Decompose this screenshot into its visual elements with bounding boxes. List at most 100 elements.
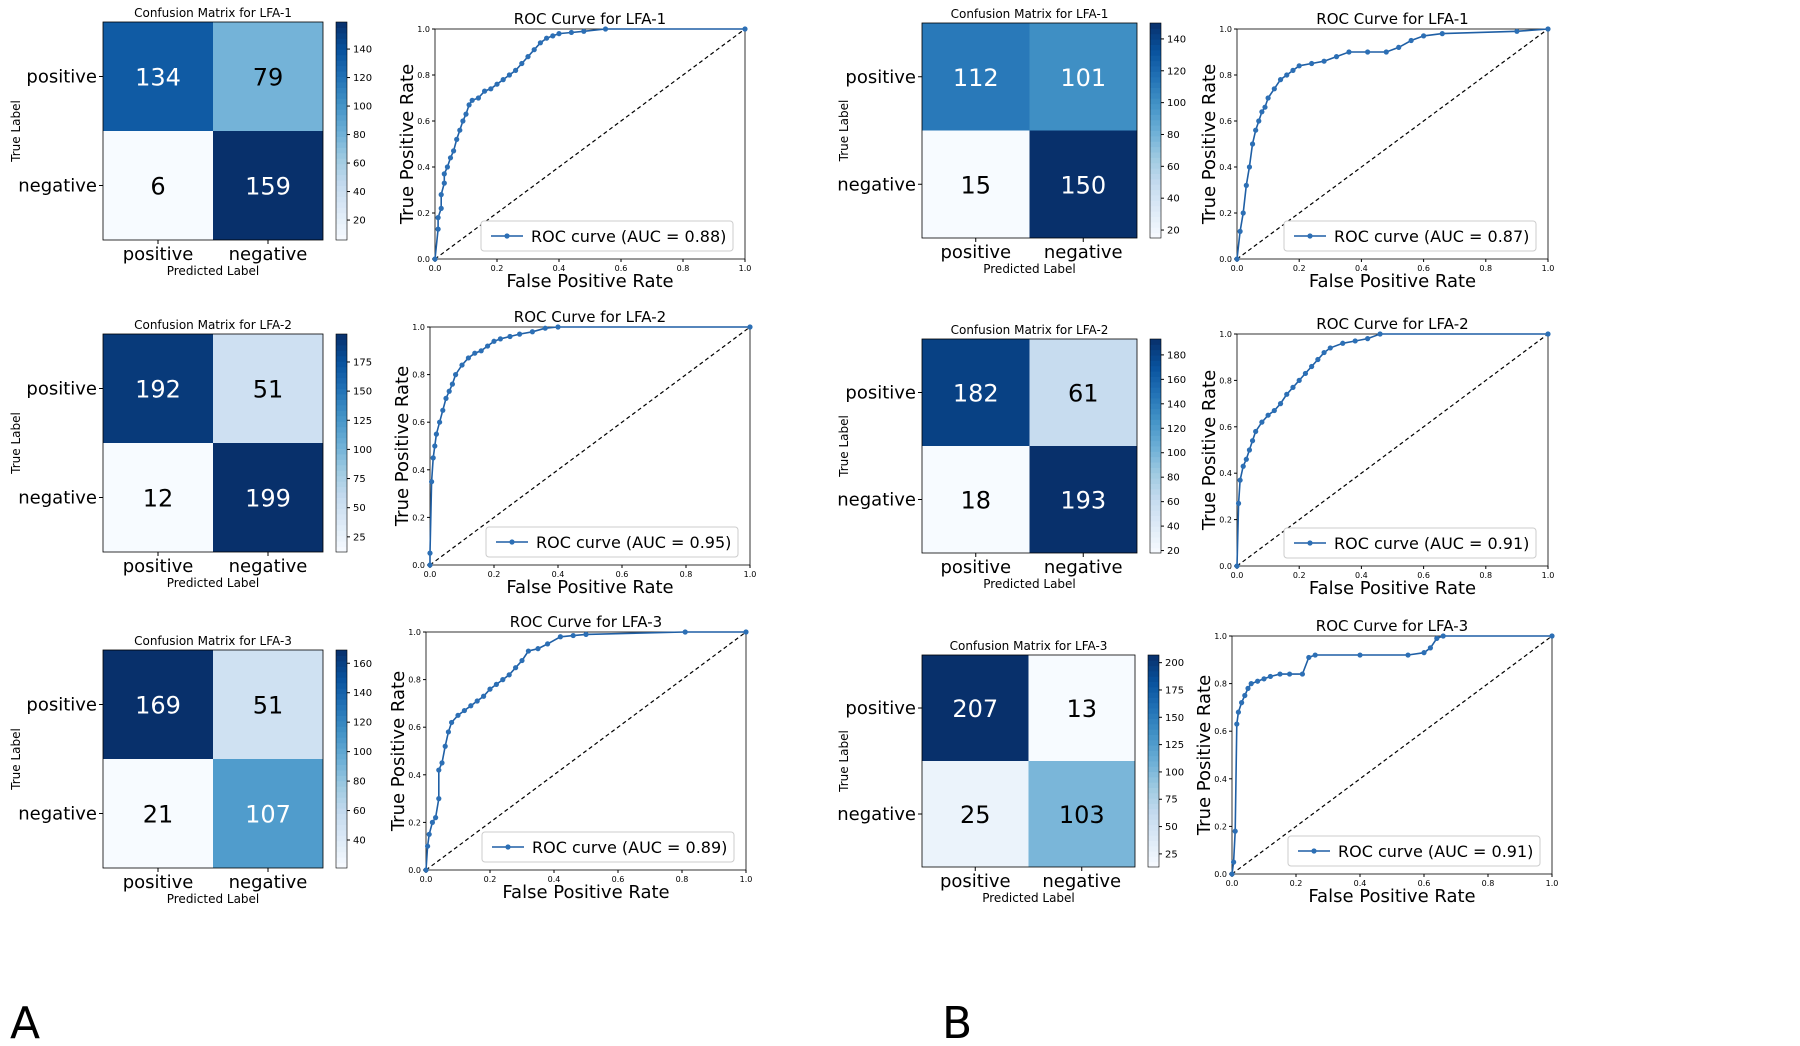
roc-ytick-label: 0.6 <box>1214 727 1227 736</box>
colorbar-segment <box>1150 499 1161 506</box>
colorbar-segment <box>336 344 347 351</box>
colorbar-segment <box>336 71 347 77</box>
roc-point <box>435 215 441 221</box>
colorbar-segment <box>336 535 347 542</box>
roc-ytick-label: 0.0 <box>417 255 430 264</box>
roc-point <box>1434 635 1440 641</box>
cm-ytick-label: positive <box>26 67 97 88</box>
colorbar-segment <box>336 174 347 181</box>
roc-point <box>427 562 433 568</box>
colorbar-segment <box>1148 840 1159 847</box>
cm-cell <box>103 334 213 443</box>
cm-ylabel: True Label <box>837 730 851 793</box>
roc-xtick-label: 1.0 <box>1542 264 1555 273</box>
colorbar-segment <box>1148 670 1159 677</box>
roc-point <box>513 67 519 73</box>
colorbar-tick-label: 100 <box>1167 448 1186 459</box>
roc-xtick-label: 0.8 <box>1479 571 1492 580</box>
colorbar-segment <box>336 513 347 520</box>
colorbar-segment <box>336 49 347 56</box>
colorbar-segment <box>1148 814 1159 820</box>
colorbar-tick-label: 150 <box>353 387 372 398</box>
roc-point <box>1327 345 1333 351</box>
colorbar-frame <box>335 649 348 869</box>
colorbar-segment <box>1150 221 1161 228</box>
roc-point <box>1245 685 1251 691</box>
colorbar-segment <box>1150 387 1161 393</box>
roc-point <box>430 455 436 461</box>
roc-point <box>1242 692 1248 699</box>
colorbar-segment <box>336 846 347 853</box>
colorbar-segment <box>1148 792 1159 799</box>
colorbar-segment <box>336 742 347 749</box>
colorbar-segment <box>1150 168 1161 174</box>
roc-point <box>500 677 506 683</box>
roc-legend-label: ROC curve (AUC = 0.89) <box>532 838 727 857</box>
colorbar-segment <box>1150 413 1161 420</box>
cm-cell <box>922 655 1029 761</box>
colorbar-tick-label: 80 <box>353 130 366 141</box>
roc-xlabel: False Positive Rate <box>1308 886 1475 907</box>
roc-point <box>1549 633 1555 639</box>
roc-point <box>423 867 429 873</box>
cm-cell <box>103 22 213 131</box>
roc-point <box>433 815 439 821</box>
cm-xtick-label: positive <box>123 872 194 893</box>
colorbar-segment <box>1148 681 1159 688</box>
colorbar-segment <box>336 443 347 449</box>
colorbar-segment <box>336 388 347 395</box>
colorbar-tick-label: 120 <box>1167 424 1186 435</box>
colorbar-tick-label: 75 <box>1165 795 1178 806</box>
colorbar-segment <box>1150 211 1161 217</box>
colorbar-segment <box>1150 125 1161 131</box>
roc-ytick-label: 0.6 <box>412 418 425 427</box>
cm-frame <box>921 338 1138 554</box>
colorbar-segment <box>336 366 347 373</box>
colorbar-segment <box>336 196 347 203</box>
cm-xtick-label: positive <box>940 242 1011 263</box>
roc-point <box>485 343 491 349</box>
colorbar-segment <box>1150 392 1161 399</box>
cm-cell-value: 25 <box>960 801 991 829</box>
cm-cell-value: 103 <box>1059 801 1105 829</box>
cm-ylabel: True Label <box>837 415 851 478</box>
cm-xtick-label: negative <box>1044 557 1123 578</box>
roc-point <box>507 333 513 340</box>
cm-cell-value: 101 <box>1060 64 1106 92</box>
colorbar-segment <box>1150 146 1161 153</box>
roc-xtick-label: 0.2 <box>1290 879 1303 888</box>
colorbar-segment <box>336 125 347 132</box>
colorbar-tick-label: 40 <box>353 836 366 847</box>
cm-cell-value: 207 <box>952 695 998 723</box>
colorbar-segment <box>336 437 347 444</box>
colorbar-segment <box>1150 536 1161 543</box>
cm-cell <box>1028 655 1135 761</box>
roc-point <box>545 641 551 647</box>
colorbar-segment <box>336 98 347 105</box>
roc-point <box>1352 338 1358 344</box>
colorbar-segment <box>336 829 347 836</box>
colorbar-segment <box>336 399 347 406</box>
roc-xtick-label: 0.4 <box>1355 264 1368 273</box>
colorbar-segment <box>1148 697 1159 704</box>
roc-xtick-label: 0.6 <box>616 570 629 579</box>
roc-xtick-label: 0.6 <box>1417 571 1430 580</box>
cm-cell-value: 13 <box>1066 695 1097 723</box>
roc-point <box>1545 331 1551 337</box>
roc-point <box>451 148 457 154</box>
roc-point <box>1246 164 1253 170</box>
colorbar-tick-label: 125 <box>1165 740 1184 751</box>
colorbar-segment <box>1150 381 1161 388</box>
colorbar-segment <box>1150 515 1161 522</box>
roc-point <box>519 657 525 664</box>
roc-ytick-label: 0.2 <box>408 818 421 827</box>
colorbar-segment <box>336 797 347 804</box>
roc-xlabel: False Positive Rate <box>1309 271 1476 292</box>
roc-point <box>446 388 452 394</box>
roc-point <box>557 634 564 640</box>
colorbar-segment <box>1148 750 1159 757</box>
roc-point <box>1240 463 1246 469</box>
roc-ytick-label: 0.6 <box>1219 423 1232 432</box>
roc-ytick-label: 0.6 <box>1219 117 1232 126</box>
colorbar-tick-label: 50 <box>1165 822 1178 833</box>
